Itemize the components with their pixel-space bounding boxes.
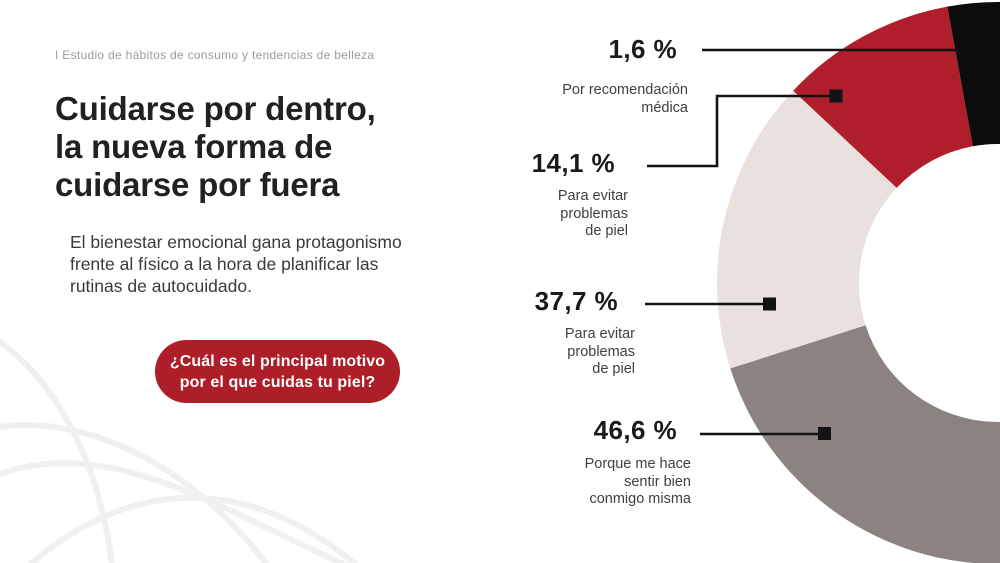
callout-label-line: de piel [592,361,635,377]
study-eyebrow: I Estudio de hábitos de consumo y tenden… [55,48,375,62]
callout-label-line: Por recomendación [562,82,688,98]
leader-marker-46-6 [818,427,831,440]
title-line: cuidarse por fuera [55,166,340,203]
callout-evitar-problemas-piel-14: 14,1 % Para evitar problemas de piel [428,148,628,241]
callout-sentir-bien: 46,6 % Porque me hace sentir bien conmig… [471,415,691,509]
leader-marker-14-1 [829,89,843,103]
donut-slice-evitar-problemas-piel-14 [793,6,973,188]
callout-label-line: Para evitar [564,326,635,342]
donut-slice-sentir-bien [730,325,1000,563]
callout-label-line: sentir bien [624,473,691,490]
question-pill: ¿Cuál es el principal motivo por el que … [155,340,400,403]
donut-chart [717,2,1000,563]
leader-line-14-1 [647,94,830,168]
leader-lines [645,48,958,440]
callout-label-line: problemas [567,343,635,360]
intro-paragraph: El bienestar emocional gana protagonismo… [70,231,402,297]
callout-evitar-problemas-piel-37: 37,7 % Para evitar problemas de piel [435,286,635,379]
swirl-curve [26,494,360,563]
leader-marker-37-7 [763,297,776,311]
question-pill-text: ¿Cuál es el principal motivo [169,352,386,370]
callout-recomendacion-medica: 1,6 % Por recomendación médica [488,34,688,117]
callout-label-line: problemas [560,205,628,222]
intro-line: rutinas de autocuidado. [70,276,252,296]
callout-label-line: médica [641,99,688,116]
question-pill-text: por el que cuidas tu piel? [179,373,376,391]
swirl-curve [0,338,115,563]
title-line: la nueva forma de [55,128,333,165]
page-title: Cuidarse por dentro, la nueva forma de c… [55,90,376,204]
swirl-curve [0,422,270,563]
callout-label-line: conmigo misma [589,491,691,507]
intro-line: frente al físico a la hora de planificar… [70,254,379,274]
donut-slice-recomendacion-medica [947,2,1000,147]
intro-line: El bienestar emocional gana protagonismo [70,232,402,252]
callout-label-line: Porque me hace [584,456,691,472]
callout-value: 46,6 % [593,415,677,445]
callout-value: 14,1 % [531,148,615,178]
callout-value: 1,6 % [608,34,677,64]
callout-value: 37,7 % [534,286,618,316]
swirl-curve [0,460,349,563]
title-line: Cuidarse por dentro, [55,90,376,127]
callout-label-line: Para evitar [557,188,628,204]
decorative-swirls [0,338,360,563]
callout-label-line: de piel [585,223,628,239]
donut-slice-evitar-problemas-piel-37 [717,90,897,369]
